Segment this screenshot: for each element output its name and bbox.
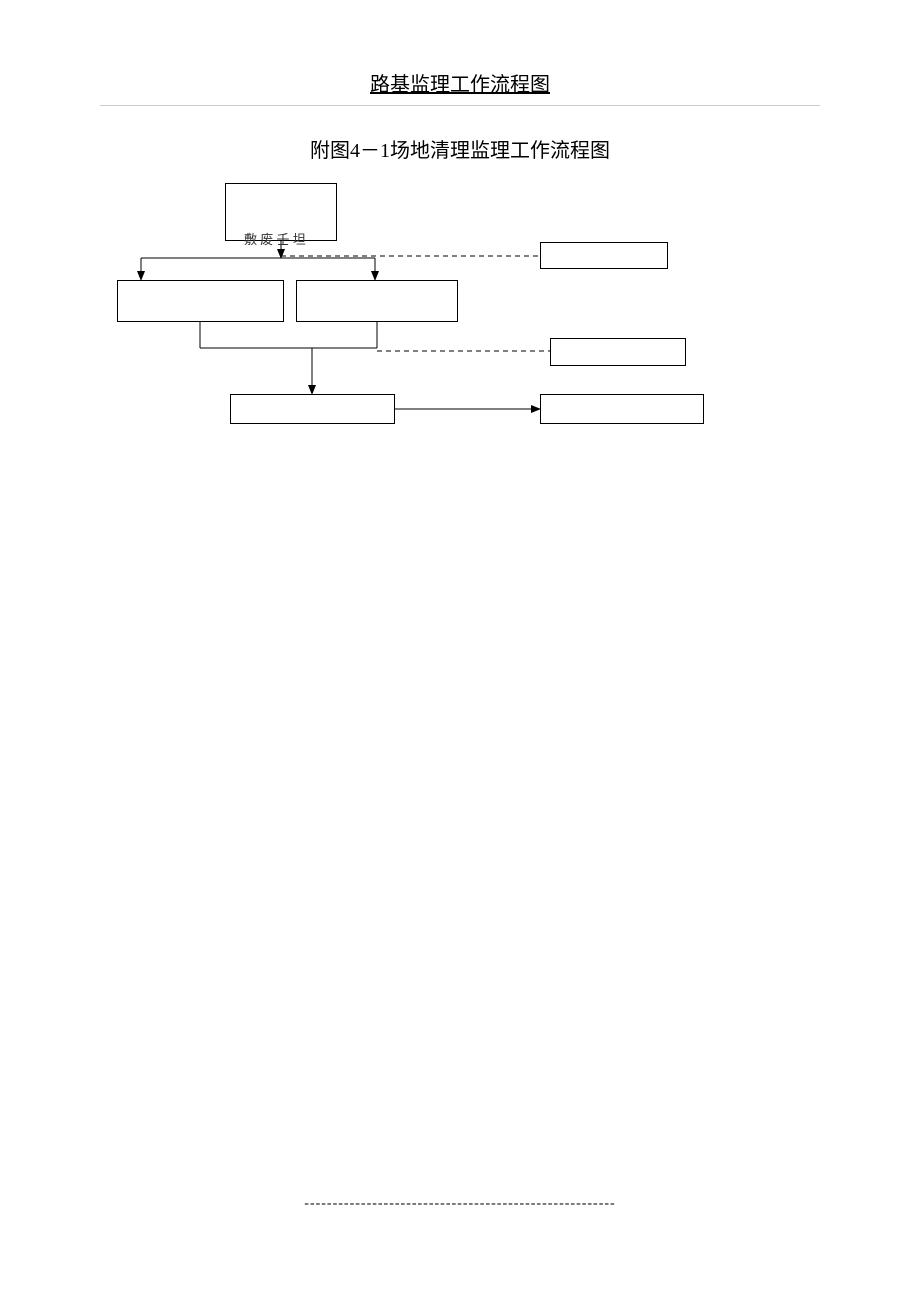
page-title: 路基监理工作流程图 [0, 0, 920, 97]
footer-dashes-text: ----------------------------------------… [304, 1196, 615, 1211]
flowchart-text-n1_text: 敷 废 壬 坦 [244, 229, 306, 248]
flowchart-node-n7 [540, 394, 704, 424]
flowchart-node-n5 [550, 338, 686, 366]
subtitle: 附图4－1场地清理监理工作流程图 [0, 134, 920, 163]
flowchart-node-n3 [117, 280, 284, 322]
flowchart-diagram: 敷 废 壬 坦 [0, 163, 920, 513]
flowchart-node-n6 [230, 394, 395, 424]
header-underline [100, 105, 820, 106]
page-title-text: 路基监理工作流程图 [370, 74, 550, 96]
flowchart-node-n4 [296, 280, 458, 322]
subtitle-text: 附图4－1场地清理监理工作流程图 [310, 140, 610, 162]
footer-dashes: ----------------------------------------… [0, 1196, 920, 1212]
flowchart-connectors [0, 163, 920, 513]
flowchart-node-n2 [540, 242, 668, 269]
